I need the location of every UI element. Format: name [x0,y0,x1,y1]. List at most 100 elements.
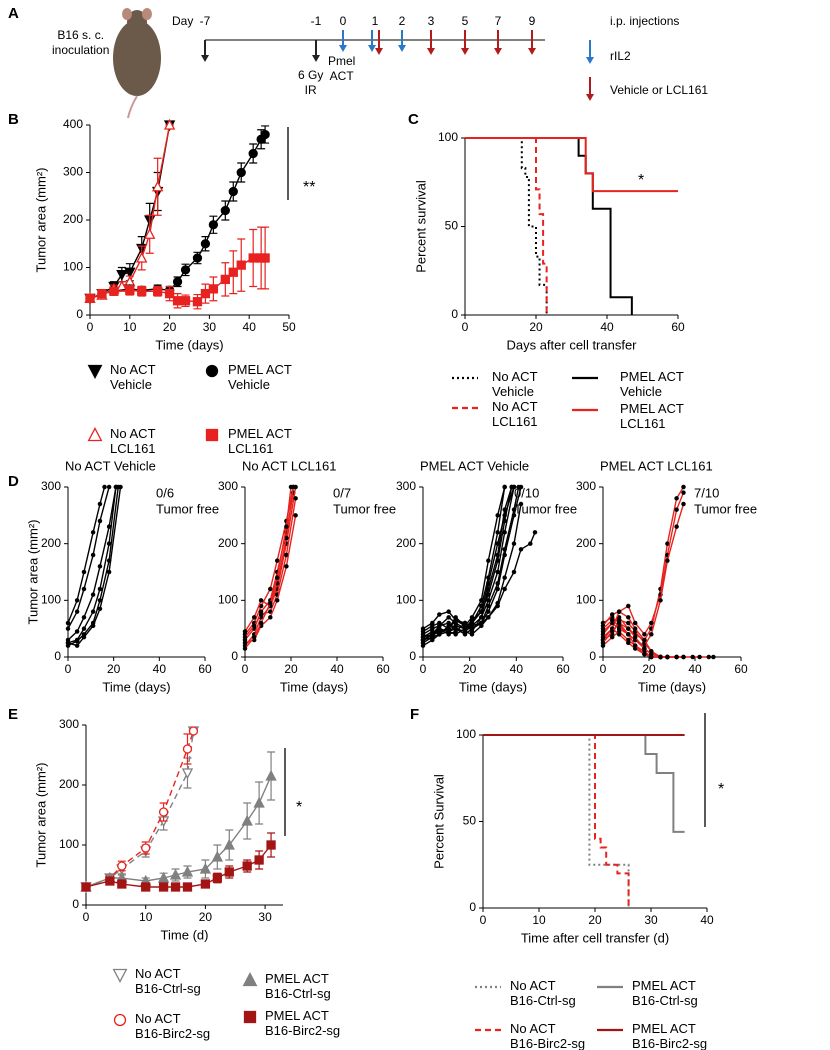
marker [157,871,170,883]
marker [665,541,670,546]
arrow-head [312,55,320,62]
marker [642,646,647,651]
marker [188,726,199,736]
day-tick-label: 1 [372,14,379,28]
marker [81,569,87,575]
annotation: Tumor free [514,501,577,516]
inoculation-label: B16 s. c. inoculation [52,28,110,57]
marker [106,541,112,546]
subplot-title: PMEL ACT LCL161 [600,458,713,473]
marker [164,288,175,299]
marker [200,239,211,249]
legend-label: PMEL ACT B16-Ctrl-sg [632,978,698,1008]
x-tick-label: 20 [642,662,656,676]
marker [469,626,475,631]
marker [258,612,264,617]
y-tick-label: 100 [396,593,416,607]
marker [136,251,148,263]
marker [90,552,96,558]
y-tick-label: 200 [396,536,416,550]
marker [212,873,222,883]
marker [284,535,289,541]
marker [462,623,468,629]
marker [437,632,442,637]
annotation: Tumor free [156,501,219,516]
marker [242,861,252,871]
marker [251,615,257,620]
marker [258,620,264,626]
marker [85,293,95,304]
marker [495,581,500,586]
panel-label: A [8,5,19,22]
legend-label: PMEL ACT B16-Birc2-sg [632,1021,708,1050]
marker [609,612,615,617]
legend-label: No ACT Vehicle [492,369,538,399]
y-tick-label: 0 [589,649,596,663]
marker [260,253,270,263]
legend-swatch [112,968,128,984]
x-tick-label: 40 [153,662,167,676]
y-tick-label: 0 [231,649,238,663]
y-tick-label: 100 [41,593,61,607]
marker [106,484,112,490]
marker [293,513,298,518]
x-axis-label: Time (days) [155,337,223,352]
series-line [465,137,548,315]
marker [97,586,103,592]
day-tick-label: 2 [399,14,406,28]
marker [658,598,663,603]
marker [170,882,181,892]
legend-label: No ACT LCL161 [492,399,538,429]
y-tick-label: 300 [59,717,79,731]
marker [642,632,647,637]
marker [192,297,203,307]
x-axis-label: Time (d) [161,927,209,942]
marker [462,632,468,637]
marker [632,626,638,631]
marker [511,507,517,512]
marker [626,603,631,609]
marker [241,814,253,826]
marker [97,564,103,569]
marker [674,654,679,660]
marker [502,586,507,592]
annotation: 0/7 [333,485,351,500]
marker [65,620,71,626]
y-tick-label: 200 [218,536,238,550]
marker [153,286,163,296]
marker [446,629,451,634]
x-axis-label: Days after cell transfer [506,337,637,352]
x-tick-label: 0 [420,662,427,676]
marker [258,598,264,603]
marker [697,654,702,660]
marker [253,796,265,808]
marker [674,507,679,512]
x-tick-label: 40 [700,913,714,927]
subplot-title: No ACT Vehicle [65,458,156,473]
y-tick-label: 400 [63,117,83,131]
panel-label: E [8,706,18,723]
x-tick-label: 20 [529,320,543,334]
marker [681,484,686,490]
marker [446,620,451,626]
x-tick-label: 10 [123,320,137,334]
arrow-head [586,57,594,64]
marker [284,552,289,558]
x-tick-label: 40 [510,662,524,676]
arrow-head [528,48,536,55]
x-tick-label: 0 [65,662,72,676]
marker [632,620,638,626]
marker [632,643,638,648]
marker [228,267,238,277]
marker [626,615,631,620]
marker [495,603,500,609]
y-tick-label: 100 [218,593,238,607]
marker [600,626,606,631]
marker [192,253,203,263]
marker [609,617,615,623]
day-label: Day [172,14,193,28]
marker [90,592,96,597]
event-label: Pmel ACT [328,54,356,83]
marker [706,654,712,660]
marker [242,646,248,651]
